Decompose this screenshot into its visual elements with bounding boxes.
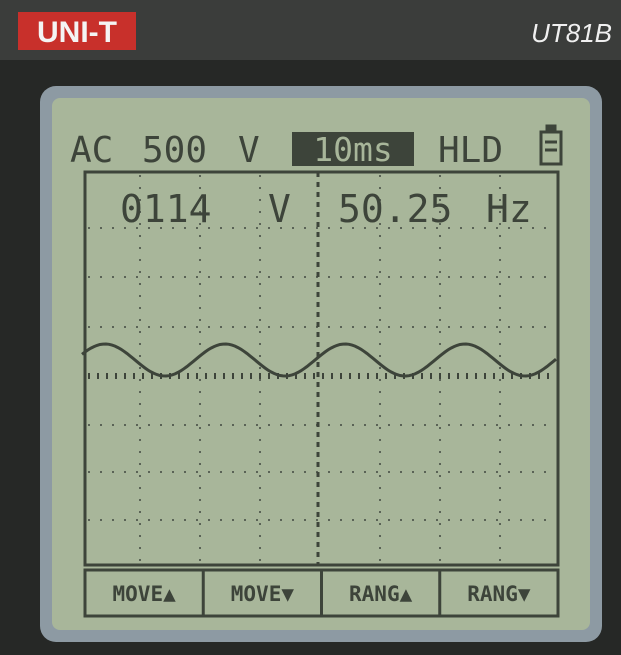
voltage: 0114 bbox=[120, 187, 212, 231]
battery-tip bbox=[545, 124, 557, 134]
frequency-unit: Hz bbox=[486, 187, 532, 231]
softkey[interactable]: MOVE▼ bbox=[231, 582, 295, 606]
softkey[interactable]: MOVE▲ bbox=[113, 582, 177, 606]
coupling: AC bbox=[70, 130, 113, 171]
battery-icon bbox=[539, 124, 563, 166]
range-unit: V bbox=[238, 130, 260, 171]
lcd bbox=[52, 98, 590, 630]
timebase-highlight bbox=[292, 132, 414, 166]
timebase: 10ms bbox=[313, 130, 392, 169]
softkey[interactable]: RANG▼ bbox=[467, 582, 531, 606]
waveform bbox=[81, 342, 557, 378]
grid bbox=[88, 172, 556, 565]
frequency: 50.25 bbox=[338, 187, 452, 231]
softkey-bar: MOVE▲ MOVE▼ RANG▲ RANG▼ bbox=[83, 568, 560, 618]
range: 500 bbox=[142, 130, 207, 171]
softkey[interactable]: RANG▲ bbox=[349, 582, 413, 606]
model: UT81B bbox=[531, 18, 612, 48]
logo-box bbox=[18, 12, 136, 50]
brand: UNI-T bbox=[37, 16, 117, 49]
hold: HLD bbox=[438, 130, 503, 171]
voltage-unit: V bbox=[268, 187, 291, 231]
plot-frame bbox=[83, 170, 560, 567]
